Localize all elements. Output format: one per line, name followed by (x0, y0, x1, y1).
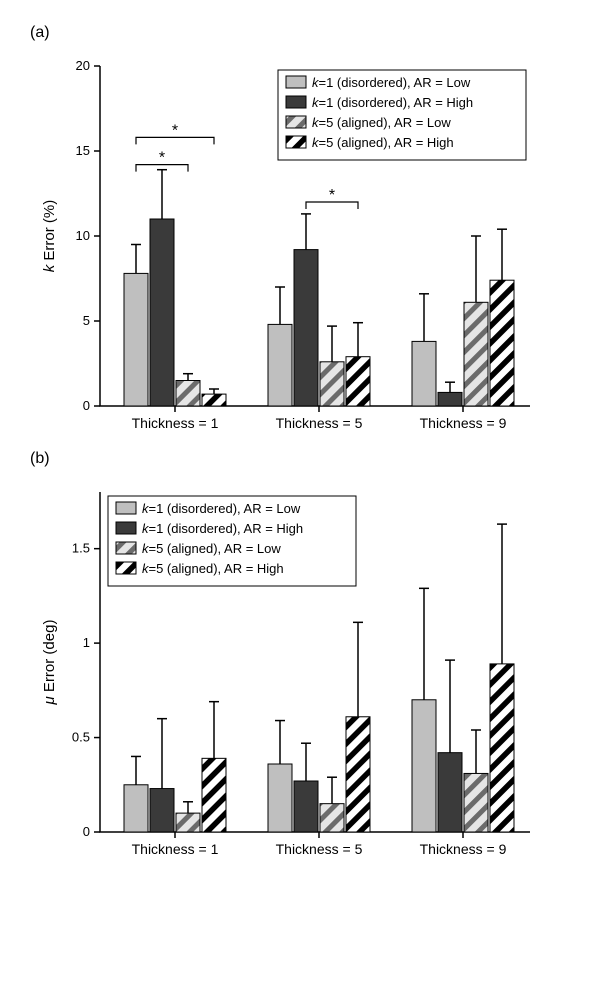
bar (268, 324, 292, 406)
legend-swatch (116, 502, 136, 514)
legend-swatch (286, 136, 306, 148)
legend-label: k=1 (disordered), AR = Low (142, 501, 301, 516)
bar (294, 781, 318, 832)
y-axis-title: k Error (%) (41, 200, 58, 273)
bar (268, 764, 292, 832)
legend-swatch (286, 76, 306, 88)
bar (294, 250, 318, 406)
panel-b-chart: 0 0.5 1 1.5 μ Error (deg) Thickness = 1 Thickn… (10, 472, 590, 872)
bar (412, 700, 436, 832)
figure-container: (a) 05101520k Error (%)Thickness = 1Thic… (0, 0, 600, 882)
bar (124, 785, 148, 832)
bar (150, 789, 174, 832)
legend-swatch (116, 562, 136, 574)
bar (438, 753, 462, 832)
ytick-label: 5 (83, 313, 90, 328)
legend-label: k=1 (disordered), AR = Low (312, 75, 471, 90)
ytick-label: 20 (76, 58, 90, 73)
bar (490, 664, 514, 832)
bar (464, 302, 488, 406)
legend-swatch (116, 522, 136, 534)
bar (320, 804, 344, 832)
significance-star: * (172, 122, 178, 139)
ytick-label: 10 (76, 228, 90, 243)
bar (412, 341, 436, 406)
ytick-label: 1.5 (72, 541, 90, 556)
ytick-label: 0 (83, 398, 90, 413)
panel-b-label: (b) (30, 450, 590, 468)
bar (438, 392, 462, 406)
ytick-label: 1 (83, 635, 90, 650)
group-label: Thickness = 5 (276, 415, 363, 431)
bar (464, 773, 488, 832)
legend-label: k=1 (disordered), AR = High (312, 95, 473, 110)
chart-a: 0 5 10 15 20 k Error (%) Thickness = 1 Thicknes… (20, 46, 580, 446)
legend-swatch (286, 96, 306, 108)
legend-label: k=1 (disordered), AR = High (142, 521, 303, 536)
bar (320, 362, 344, 406)
bar (202, 394, 226, 406)
group-label: Thickness = 9 (420, 415, 507, 431)
bar (346, 357, 370, 406)
legend-label: k=5 (aligned), AR = High (142, 561, 284, 576)
group-label: Thickness = 1 (132, 415, 219, 431)
chart-b: 0 0.5 1 1.5 μ Error (deg) Thickness = 1 Thickn… (20, 472, 580, 872)
group-label: Thickness = 9 (420, 841, 507, 857)
legend-label: k=5 (aligned), AR = Low (312, 115, 451, 130)
bar (202, 758, 226, 832)
bar (176, 381, 200, 407)
significance-star: * (159, 150, 165, 167)
legend-swatch (116, 542, 136, 554)
panel-a-chart: 0 5 10 15 20 k Error (%) Thickness = 1 Thicknes… (10, 46, 590, 446)
ytick-label: 15 (76, 143, 90, 158)
panel-a-label: (a) (30, 24, 590, 42)
ytick-label: 0 (83, 824, 90, 839)
significance-star: * (329, 187, 335, 204)
group-label: Thickness = 1 (132, 841, 219, 857)
ytick-label: 0.5 (72, 730, 90, 745)
y-axis-title: μ Error (deg) (41, 620, 58, 706)
bar (490, 280, 514, 406)
bar (124, 273, 148, 406)
group-label: Thickness = 5 (276, 841, 363, 857)
bar (150, 219, 174, 406)
bar (176, 813, 200, 832)
bar (346, 717, 370, 832)
legend-label: k=5 (aligned), AR = Low (142, 541, 281, 556)
legend-swatch (286, 116, 306, 128)
legend-label: k=5 (aligned), AR = High (312, 135, 454, 150)
